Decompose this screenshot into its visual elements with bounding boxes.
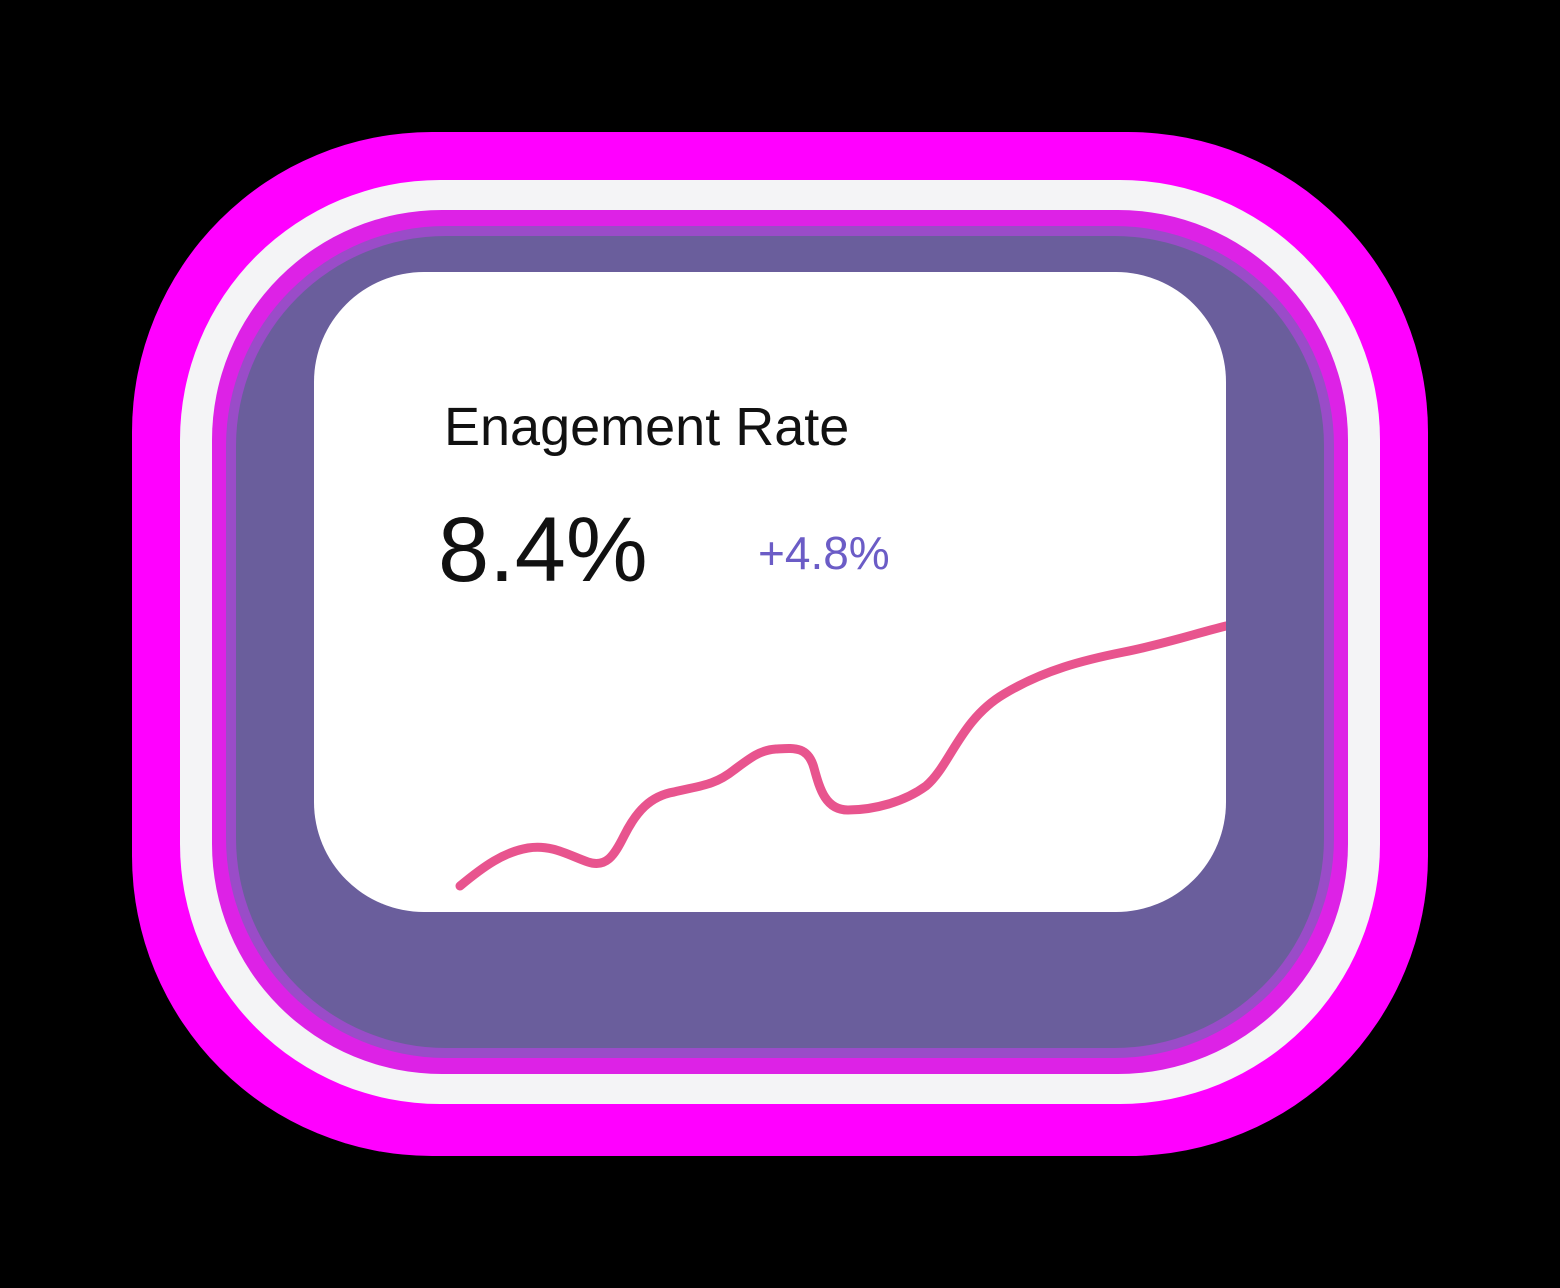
- card-title: Enagement Rate: [444, 397, 850, 457]
- engagement-rate-card[interactable]: Enagement Rate 8.4% +4.8%: [314, 272, 1226, 912]
- engagement-value: 8.4%: [438, 499, 648, 601]
- change-indicator: +4.8%: [758, 527, 890, 579]
- trend-sparkline: [455, 621, 1226, 891]
- trend-line: [455, 621, 1226, 891]
